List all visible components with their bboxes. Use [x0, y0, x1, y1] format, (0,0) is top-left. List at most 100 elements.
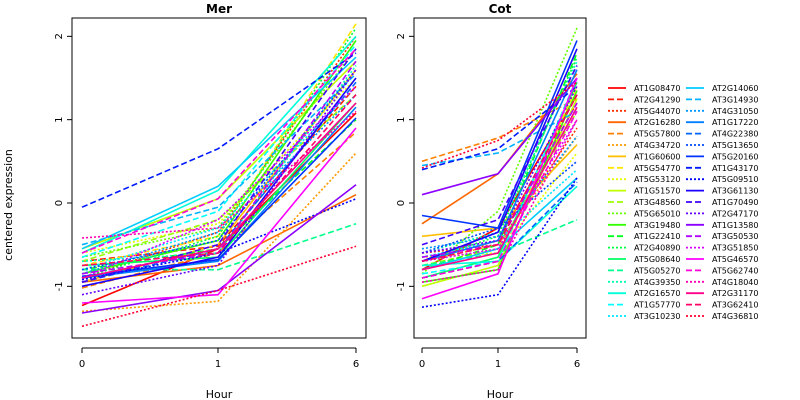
- legend-label: AT1G57770: [634, 301, 680, 310]
- legend-label: AT5G05270: [634, 266, 680, 275]
- y-tick-label: 0: [396, 200, 407, 206]
- series-line-at5g20160: [421, 40, 578, 229]
- legend-label: AT5G13650: [712, 141, 758, 150]
- series-line-at1g17220: [81, 106, 357, 279]
- series-line-at3g48560: [81, 94, 357, 263]
- series-line-at5g65010: [421, 27, 578, 275]
- legend-label: AT2G14060: [712, 84, 758, 93]
- series-line-at1g51570: [81, 60, 357, 250]
- y-tick-label: 2: [54, 33, 65, 39]
- plot-frame: [413, 17, 587, 339]
- legend-label: AT3G19480: [634, 221, 680, 230]
- series-line-at2g16570: [81, 35, 357, 254]
- legend-label: AT4G31050: [712, 107, 758, 116]
- legend-label: AT3G10230: [634, 312, 680, 321]
- series-line-at1g13580: [421, 77, 578, 196]
- x-tick-label: 6: [574, 359, 580, 370]
- legend-label: AT2G16280: [634, 118, 680, 127]
- legend-label: AT3G61130: [712, 187, 758, 196]
- legend-label: AT4G22380: [712, 130, 758, 139]
- series-line-at5g54770: [81, 23, 357, 267]
- series-line-at5g20160: [81, 117, 357, 278]
- panel-mer: Mer -1 0 1 2 0 1 6 Hour: [54, 2, 367, 400]
- y-tick-label: 2: [396, 33, 407, 39]
- x-tick-label: 6: [353, 359, 359, 370]
- series-line-at2g40890: [81, 27, 357, 279]
- series-line-at4g34720: [81, 152, 357, 313]
- legend-label: AT2G40890: [634, 244, 680, 253]
- legend-label: AT1G60600: [634, 152, 680, 161]
- x-axis-label: Hour: [487, 388, 514, 400]
- series-line-at5g09510: [81, 198, 357, 281]
- plot-frame: [71, 17, 367, 339]
- series-line-at4g36810: [81, 245, 357, 328]
- legend: AT1G08470 AT2G41290 AT5G44070 AT2G16280 AT5G…: [608, 84, 758, 321]
- legend-label: AT3G48560: [634, 198, 680, 207]
- series-line-at3g14930: [81, 73, 357, 246]
- x-axis-label: Hour: [206, 388, 233, 400]
- series-line-at3g62410: [81, 94, 357, 267]
- series-line-at5g13650: [81, 69, 357, 271]
- series-line-at5g46570: [81, 127, 357, 304]
- x-tick-label: 1: [495, 359, 501, 370]
- y-tick-label: -1: [396, 281, 407, 291]
- series-line-at4g31050: [81, 94, 357, 275]
- series-line-at1g43170: [421, 85, 578, 171]
- series-line-at3g61130: [81, 77, 357, 288]
- series-line-at3g62410: [421, 94, 578, 263]
- legend-label: AT3G50530: [712, 232, 758, 241]
- series-line-at1g70490: [81, 48, 357, 283]
- legend-label: AT5G08640: [634, 255, 680, 264]
- panel-title: Mer: [206, 2, 232, 16]
- series-line-at2g14060: [81, 56, 357, 250]
- y-axis-label: centered expression: [2, 149, 15, 261]
- y-tick-label: 1: [54, 116, 65, 122]
- series-line-at3g51850: [81, 85, 357, 279]
- x-tick-label: 1: [215, 359, 221, 370]
- legend-label: AT1G17220: [712, 118, 758, 127]
- panel-cot: Cot -1 0 1 2 0 1 6 Hour: [396, 2, 587, 400]
- legend-label: AT1G70490: [712, 198, 758, 207]
- legend-label: AT2G16570: [634, 289, 680, 298]
- legend-label: AT2G41290: [634, 95, 680, 104]
- legend-label: AT5G46570: [712, 255, 758, 264]
- legend-label: AT2G47170: [712, 209, 758, 218]
- legend-label: AT5G44070: [634, 107, 680, 116]
- legend-label: AT3G51850: [712, 244, 758, 253]
- legend-label: AT5G57800: [634, 130, 680, 139]
- series-line-at5g62740: [421, 110, 578, 279]
- series-line-at4g31050: [421, 135, 578, 250]
- series-line-at1g70490: [421, 65, 578, 246]
- y-tick-label: 1: [396, 116, 407, 122]
- y-tick-label: 0: [54, 200, 65, 206]
- legend-label: AT1G51570: [634, 187, 680, 196]
- series-line-at4g18040: [421, 119, 578, 283]
- legend-label: AT5G62740: [712, 266, 758, 275]
- series-line-at1g57770: [81, 44, 357, 258]
- series-line-at4g36810: [421, 81, 578, 169]
- legend-label: AT5G65010: [634, 209, 680, 218]
- legend-label: AT2G31170: [712, 289, 758, 298]
- x-tick-label: 0: [79, 359, 85, 370]
- legend-label: AT5G09510: [712, 175, 758, 184]
- legend-label: AT4G34720: [634, 141, 680, 150]
- legend-label: AT3G14930: [712, 95, 758, 104]
- series-line-at4g18040: [81, 110, 357, 239]
- series-line-at2g47170: [421, 85, 578, 254]
- series-line-at5g09510: [421, 177, 578, 308]
- series-line-at2g31170: [81, 102, 357, 279]
- legend-label: AT1G43170: [712, 164, 758, 173]
- legend-label: AT3G62410: [712, 301, 758, 310]
- panel-title: Cot: [489, 2, 512, 16]
- y-tick-label: -1: [54, 281, 65, 291]
- series-line-at1g43170: [81, 52, 357, 208]
- legend-label: AT5G53120: [634, 175, 680, 184]
- legend-label: AT1G13580: [712, 221, 758, 230]
- legend-label: AT4G18040: [712, 278, 758, 287]
- legend-label: AT1G22410: [634, 232, 680, 241]
- legend-label: AT5G54770: [634, 164, 680, 173]
- legend-label: AT1G08470: [634, 84, 680, 93]
- x-tick-label: 0: [419, 359, 425, 370]
- series-line-at2g31170: [421, 106, 578, 271]
